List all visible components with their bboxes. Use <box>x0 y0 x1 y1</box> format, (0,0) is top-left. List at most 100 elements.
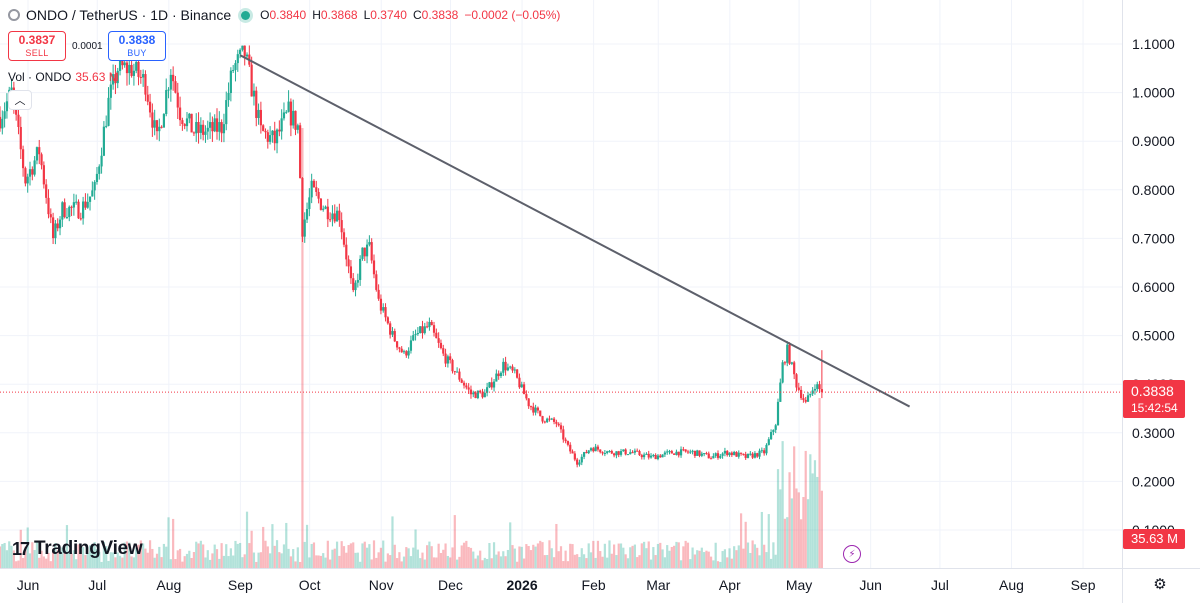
candle-body <box>726 450 729 456</box>
ohlc-low: L0.3740 <box>363 8 407 22</box>
volume-bar <box>737 545 740 568</box>
candlesticks <box>0 45 823 468</box>
volume-bar <box>93 542 96 568</box>
candle-body <box>151 112 154 128</box>
candle-body <box>269 135 272 142</box>
buy-button[interactable]: 0.3838 BUY <box>108 31 166 61</box>
volume-bar <box>322 553 325 568</box>
volume-bar <box>236 543 239 568</box>
candle-body <box>139 76 142 78</box>
volume-bar <box>183 556 186 568</box>
symbol-title[interactable]: ONDO / TetherUS · 1D · Binance <box>26 7 232 23</box>
candle-body <box>359 258 362 280</box>
candle-body <box>753 453 757 458</box>
volume-bar <box>449 557 452 568</box>
candle-body <box>391 331 394 335</box>
volume-bar <box>370 559 373 568</box>
volume-bar <box>361 543 364 568</box>
candle-body <box>652 454 655 456</box>
volume-bar <box>615 555 618 568</box>
candle-body <box>1 118 4 129</box>
volume-bar <box>128 542 131 568</box>
candle-body <box>363 247 366 257</box>
candle-body <box>486 387 489 393</box>
sell-button[interactable]: 0.3837 SELL <box>8 31 66 61</box>
volume-bar <box>818 398 821 568</box>
volume-bar <box>435 557 438 568</box>
volume-bar <box>412 547 415 568</box>
volume-bar <box>365 547 369 568</box>
candle-body <box>49 214 52 218</box>
candle-body <box>125 62 129 74</box>
candle-body <box>51 217 55 239</box>
candle-body <box>167 89 170 91</box>
candle-body <box>728 452 731 456</box>
candle-body <box>684 449 687 452</box>
volume-bar <box>12 550 15 568</box>
volume-bar <box>326 540 329 568</box>
candle-body <box>100 155 103 167</box>
tradingview-logo[interactable]: 17 TradingView <box>12 538 143 560</box>
candle-body <box>456 371 459 373</box>
candle-body <box>599 449 602 453</box>
candle-body <box>573 453 576 460</box>
candle-body <box>232 69 235 71</box>
candle-body <box>315 187 318 192</box>
lightning-icon[interactable]: ⚡ <box>843 545 861 563</box>
volume-bar <box>45 558 48 568</box>
candle-body <box>386 317 389 324</box>
candle-body <box>400 348 403 353</box>
volume-bar <box>599 551 602 568</box>
volume-bar <box>668 550 671 568</box>
candle-body <box>294 110 297 130</box>
volume-bar <box>518 546 521 568</box>
candle-body <box>460 379 463 383</box>
time-axis[interactable]: Jun Jul Aug Sep Oct Nov Dec 2026 Feb Mar Apr May Jun… <box>0 568 1122 603</box>
volume-bar <box>296 547 299 568</box>
candle-body <box>75 201 78 203</box>
candle-body <box>555 421 558 424</box>
candle-body <box>317 191 320 199</box>
volume-bar <box>15 561 18 568</box>
volume-bar <box>730 558 733 568</box>
volume-bar <box>486 558 489 568</box>
volume-bar <box>308 557 311 568</box>
tradingview-mark-icon: 17 <box>12 538 30 559</box>
volume-bar <box>84 554 87 568</box>
volume-bar <box>259 552 262 568</box>
volume-bar <box>400 561 403 568</box>
time-tick-label: Mar <box>646 577 670 593</box>
volume-bar <box>3 542 6 568</box>
price-axis[interactable]: 1.1000 1.0000 0.9000 0.8000 0.7000 0.6000 0.50… <box>1122 0 1200 568</box>
candle-body <box>700 453 703 456</box>
candle-body <box>497 373 500 377</box>
volume-bar <box>248 543 251 568</box>
candle-body <box>229 70 232 94</box>
volume-bar <box>552 557 556 568</box>
candle-body <box>525 394 528 399</box>
price-chart[interactable] <box>0 0 1122 568</box>
descending-trendline[interactable] <box>239 54 911 408</box>
candle-body <box>534 407 537 413</box>
volume-bar <box>492 542 496 568</box>
gear-icon[interactable]: ⚙ <box>1153 576 1167 593</box>
price-tick-label: 0.6000 <box>1132 279 1175 295</box>
volume-bar <box>557 551 560 568</box>
volume-bar <box>340 541 343 568</box>
candle-body <box>174 81 177 93</box>
candle-body <box>811 390 814 394</box>
volume-bar <box>587 543 590 568</box>
volume-bars <box>0 128 823 568</box>
candle-body <box>227 93 230 101</box>
volume-bar <box>68 551 71 568</box>
volume-bar <box>116 552 119 568</box>
volume-bar <box>772 542 775 568</box>
volume-label[interactable]: Vol · ONDO <box>8 70 72 84</box>
candle-body <box>546 418 549 423</box>
candle-body <box>444 353 447 364</box>
candle-body <box>213 118 216 132</box>
candle-body <box>673 453 676 455</box>
candle-body <box>84 201 87 208</box>
chart-pane[interactable] <box>0 0 1122 568</box>
collapse-legend-button[interactable]: ︿ <box>8 90 32 110</box>
